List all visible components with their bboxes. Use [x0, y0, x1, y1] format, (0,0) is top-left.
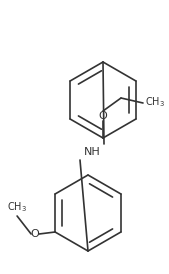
Text: O: O	[31, 229, 40, 239]
Text: CH$_3$: CH$_3$	[145, 95, 165, 109]
Text: O: O	[99, 111, 107, 121]
Text: CH$_3$: CH$_3$	[7, 200, 27, 214]
Text: NH: NH	[84, 147, 100, 157]
